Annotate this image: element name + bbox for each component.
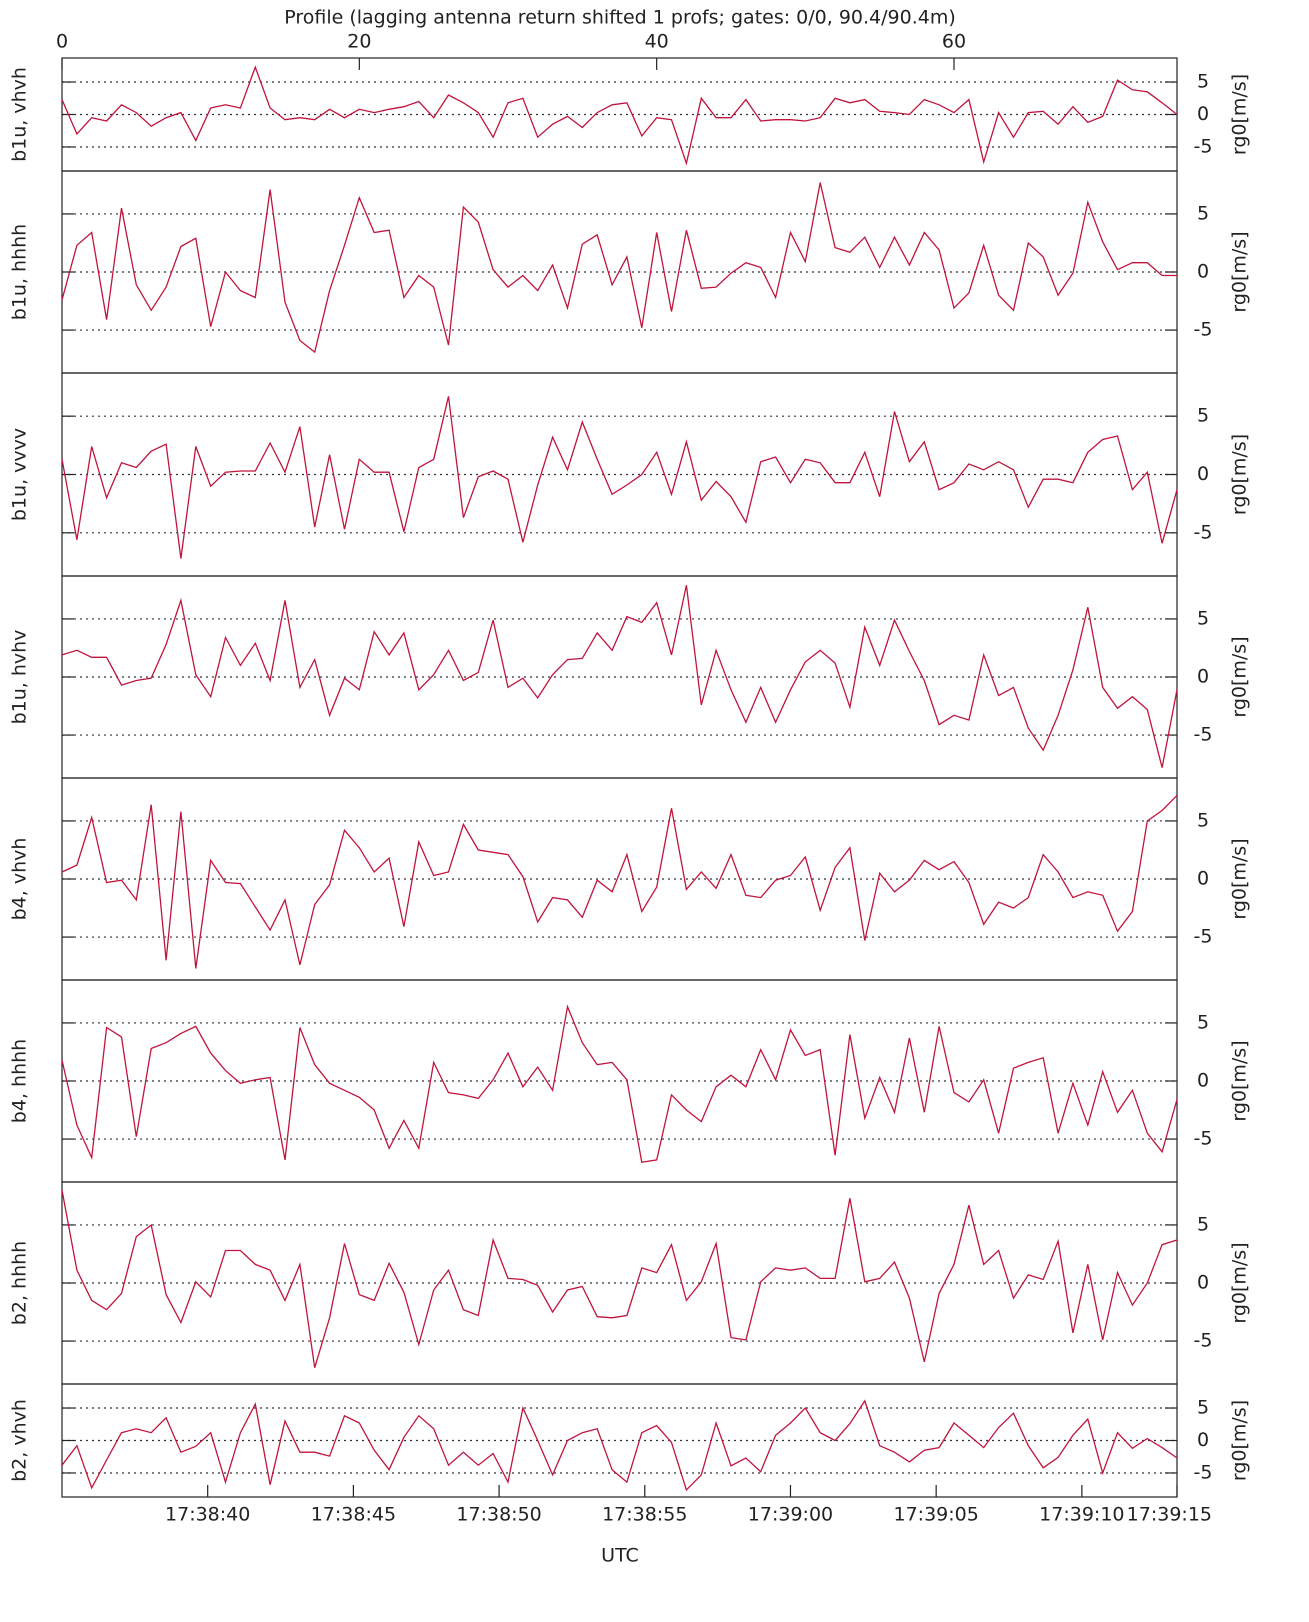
y-tick-label: -5 [1194, 521, 1213, 543]
data-line [61, 794, 1178, 969]
panel-frame [61, 57, 1178, 172]
y2-axis-label: rg0[m/s] [1229, 636, 1251, 717]
x-tick-label: 17:38:40 [165, 1504, 250, 1526]
data-line [61, 182, 1177, 354]
data-line [61, 396, 1178, 559]
y-tick-label: 0 [1197, 103, 1209, 125]
y-tick-label: 5 [1197, 1011, 1209, 1033]
y-tick-label: 0 [1197, 1070, 1209, 1092]
data-line [61, 1004, 1178, 1164]
x-tick-label: 17:39:05 [893, 1504, 978, 1526]
x-tick-label: 17:38:45 [311, 1504, 396, 1526]
panel-frame [61, 1383, 1178, 1498]
data-line [61, 1189, 1178, 1368]
y-tick-label: -5 [1194, 1128, 1213, 1150]
y-tick-label: 0 [1197, 1272, 1209, 1294]
y-axis-label: b1u, hhhh [9, 224, 31, 320]
data-line [61, 585, 1178, 768]
data-line [61, 1399, 1178, 1492]
y-tick-label: 5 [1197, 71, 1209, 93]
x2-tick-label: 20 [347, 31, 371, 53]
y-tick-label: -5 [1194, 135, 1213, 157]
chart-title: Profile (lagging antenna return shifted … [284, 7, 956, 29]
y-axis-label: b2, hhhh [9, 1241, 31, 1325]
x-tick-label: 17:39:15 [1127, 1504, 1212, 1526]
y-tick-label: 5 [1197, 607, 1209, 629]
y2-axis-label: rg0[m/s] [1229, 838, 1251, 919]
panel-frame [61, 372, 1178, 577]
y-axis-label: b4, vhvh [9, 838, 31, 921]
y-tick-label: 0 [1197, 666, 1209, 688]
y-axis-label: b4, hhhh [9, 1039, 31, 1123]
y-tick-label: 5 [1197, 809, 1209, 831]
x-tick-label: 17:38:50 [456, 1504, 541, 1526]
y-tick-label: 0 [1197, 463, 1209, 485]
y-tick-label: 0 [1197, 1429, 1209, 1451]
y2-axis-label: rg0[m/s] [1229, 1242, 1251, 1323]
x-tick-label: 17:38:55 [602, 1504, 687, 1526]
y-tick-label: 5 [1197, 405, 1209, 427]
y-axis-label: b1u, hvhv [9, 630, 31, 725]
y-tick-label: 5 [1197, 1397, 1209, 1419]
panel-frame [61, 1181, 1178, 1385]
y-axis-label: b1u, vvvv [9, 428, 31, 521]
x-tick-label: 17:39:00 [748, 1504, 833, 1526]
y-tick-label: 0 [1197, 868, 1209, 890]
y2-axis-label: rg0[m/s] [1229, 1040, 1251, 1121]
y-tick-label: 5 [1197, 202, 1209, 224]
panel-frame [61, 979, 1178, 1183]
y-axis-label: b2, vhvh [9, 1399, 31, 1482]
x2-tick-label: 40 [645, 31, 669, 53]
panel-frame [61, 575, 1178, 779]
x-axis-label: UTC [601, 1545, 639, 1567]
x-tick-label: 17:39:10 [1039, 1504, 1124, 1526]
y-axis-label: b1u, vhvh [9, 67, 31, 162]
y-tick-label: 0 [1197, 261, 1209, 283]
y-tick-label: -5 [1194, 926, 1213, 948]
data-line [61, 65, 1178, 166]
y2-axis-label: rg0[m/s] [1229, 1400, 1251, 1481]
x2-tick-label: 0 [56, 31, 68, 53]
y2-axis-label: rg0[m/s] [1229, 74, 1251, 155]
x2-tick-label: 60 [942, 31, 966, 53]
panel-frame [61, 777, 1178, 981]
y-tick-label: -5 [1194, 724, 1213, 746]
y-tick-label: -5 [1194, 1330, 1213, 1352]
y2-axis-label: rg0[m/s] [1229, 434, 1251, 515]
y-tick-label: -5 [1194, 319, 1213, 341]
y-tick-label: -5 [1194, 1461, 1213, 1483]
y2-axis-label: rg0[m/s] [1229, 231, 1251, 312]
y-tick-label: 5 [1197, 1213, 1209, 1235]
